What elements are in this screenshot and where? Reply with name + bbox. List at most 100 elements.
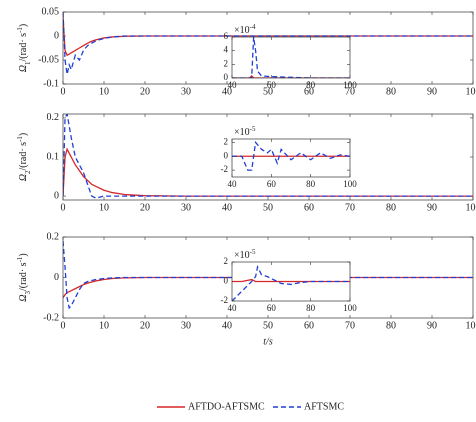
y-axis-label-part: ) [18, 133, 29, 136]
x-tick-label: 60 [304, 86, 314, 97]
x-tick-label: 40 [228, 179, 238, 189]
x-tick-label: 40 [222, 86, 232, 97]
x-tick-label: 40 [228, 80, 238, 90]
inset-exponent: ×10-5 [234, 248, 256, 262]
y-tick-label: 0 [224, 276, 229, 286]
x-tick-label: 60 [304, 320, 314, 331]
y-tick-label: 4 [224, 45, 229, 55]
x-tick-label: 80 [386, 320, 396, 331]
x-tick-label: 70 [345, 320, 355, 331]
x-tick-label: 60 [267, 303, 277, 313]
y-tick-label: -0.05 [38, 54, 59, 65]
y-tick-label: 0 [224, 72, 229, 82]
x-tick-label: 10 [99, 202, 109, 213]
x-tick-label: 40 [228, 303, 238, 313]
axes-background [232, 37, 350, 78]
legend-label: AFTDO-AFTSMC [188, 401, 265, 412]
axes-frame [231, 138, 351, 178]
series-line [63, 114, 473, 199]
x-tick-label: 90 [427, 202, 437, 213]
x-tick-label: 20 [140, 320, 150, 331]
axes-frame [62, 236, 474, 319]
y-tick-label: 0 [54, 190, 59, 201]
x-tick-label: 60 [267, 179, 277, 189]
axes-frame [231, 261, 351, 302]
x-tick-label: 100 [466, 86, 476, 97]
inset-exponent-power: -4 [250, 23, 256, 31]
x-tick-label: 60 [267, 80, 277, 90]
y-tick-label: 2 [224, 137, 229, 147]
x-tick-label: 10 [99, 86, 109, 97]
y-axis-label-part: /(rad· s [18, 262, 29, 291]
inset-multiplier: ×10 [234, 250, 250, 261]
series-line [232, 37, 350, 78]
y-axis-label-part: /(rad· s [18, 142, 29, 171]
series-line [63, 240, 473, 310]
y-axis-label-part: Ω [18, 174, 29, 181]
y-axis-label-part: /(rad· s [18, 33, 29, 62]
y-axis-label-part: 2 [24, 170, 32, 174]
x-axis-label: t/s [263, 336, 273, 347]
x-tick-label: 20 [140, 86, 150, 97]
y-tick-label: -0.1 [43, 78, 59, 89]
axes-frame [231, 36, 351, 79]
x-tick-label: 30 [181, 320, 191, 331]
x-tick-label: 80 [306, 179, 316, 189]
axes-frame [62, 11, 474, 85]
x-tick-label: 10 [99, 320, 109, 331]
inset-multiplier: ×10 [234, 127, 250, 138]
inset-exponent-power: -5 [250, 248, 256, 256]
x-tick-label: 80 [386, 202, 396, 213]
x-tick-label: 100 [466, 320, 476, 331]
series-line [232, 264, 350, 301]
series-line [63, 147, 473, 197]
x-tick-label: 50 [263, 320, 273, 331]
y-tick-label: 0.2 [47, 112, 60, 123]
y-axis-label: Ω1/(rad· s-1) [16, 24, 32, 73]
y-tick-label: 6 [224, 31, 229, 41]
inset-multiplier: ×10 [234, 25, 250, 36]
y-tick-label: -2 [221, 164, 229, 174]
y-axis-label-part: -1 [16, 27, 24, 33]
y-tick-label: 0 [54, 30, 59, 41]
x-tick-label: 20 [140, 202, 150, 213]
series-line [232, 140, 350, 171]
x-tick-label: 80 [306, 80, 316, 90]
x-tick-label: 80 [306, 303, 316, 313]
x-tick-label: 0 [61, 320, 66, 331]
x-tick-label: 70 [345, 86, 355, 97]
x-tick-label: 100 [343, 80, 357, 90]
x-tick-label: 80 [386, 86, 396, 97]
x-tick-label: 50 [263, 202, 273, 213]
y-axis-label-part: -1 [16, 136, 24, 142]
x-tick-label: 70 [345, 202, 355, 213]
y-tick-label: -0.2 [43, 312, 59, 323]
y-tick-label: 0.1 [47, 151, 60, 162]
x-tick-label: 90 [427, 86, 437, 97]
y-tick-label: -2 [221, 295, 229, 305]
axes-frame [62, 113, 474, 201]
legend-label: AFTSMC [304, 401, 344, 412]
y-axis-label-part: 1 [24, 61, 32, 65]
inset-exponent-power: -5 [250, 125, 256, 133]
x-tick-label: 40 [222, 202, 232, 213]
y-axis-label-part: Ω [18, 65, 29, 72]
y-tick-label: 2 [224, 58, 229, 68]
y-axis-label-part: ) [18, 253, 29, 256]
y-axis-label: Ω2/(rad· s-1) [16, 133, 32, 182]
y-tick-label: 0 [224, 150, 229, 160]
x-tick-label: 40 [222, 320, 232, 331]
series-line [232, 278, 350, 283]
x-tick-label: 100 [343, 303, 357, 313]
x-tick-label: 0 [61, 86, 66, 97]
y-axis-label: Ω3/(rad· s-1) [16, 253, 32, 302]
y-tick-label: 2 [224, 256, 229, 266]
y-tick-label: 0.2 [47, 231, 60, 242]
x-tick-label: 50 [263, 86, 273, 97]
y-tick-label: 0.05 [42, 6, 60, 17]
x-tick-label: 100 [466, 202, 476, 213]
y-axis-label-part: 3 [24, 291, 32, 295]
inset-exponent: ×10-4 [234, 23, 256, 37]
x-tick-label: 60 [304, 202, 314, 213]
